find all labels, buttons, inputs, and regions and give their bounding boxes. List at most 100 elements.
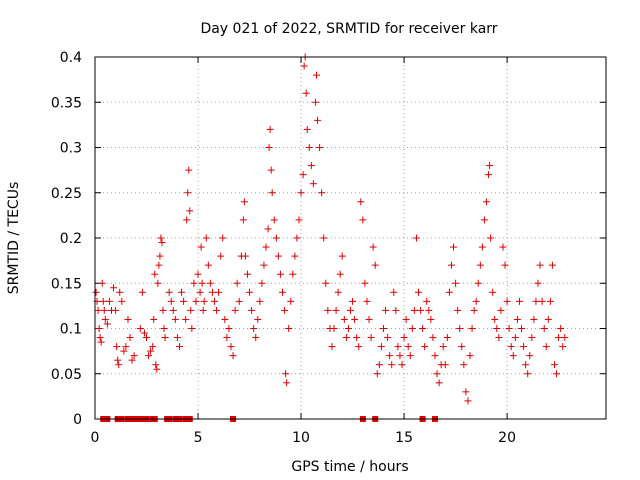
data-point xyxy=(297,189,305,197)
data-point xyxy=(390,288,398,296)
data-point xyxy=(472,297,480,305)
data-point xyxy=(414,288,422,296)
data-point xyxy=(281,306,289,314)
data-point xyxy=(470,306,478,314)
data-point xyxy=(431,352,439,360)
data-point xyxy=(458,343,466,351)
data-point xyxy=(305,144,313,151)
data-point xyxy=(92,288,100,296)
data-point xyxy=(412,234,420,242)
y-tick-label: 0.15 xyxy=(51,276,82,292)
data-point xyxy=(384,334,392,342)
y-tick-label: 0.3 xyxy=(60,141,82,157)
data-point xyxy=(241,252,249,260)
data-point xyxy=(156,252,164,260)
data-point xyxy=(491,315,499,323)
data-point xyxy=(231,306,239,314)
data-point xyxy=(324,306,332,314)
data-point xyxy=(291,252,299,260)
data-point xyxy=(367,334,375,342)
data-point xyxy=(546,297,554,305)
data-point xyxy=(279,288,287,296)
data-point xyxy=(377,343,385,351)
data-point xyxy=(439,343,447,351)
data-point xyxy=(561,334,569,342)
data-point xyxy=(130,352,138,360)
data-point xyxy=(160,325,168,332)
data-point xyxy=(518,325,526,332)
data-point xyxy=(330,325,338,332)
plot-frame xyxy=(94,56,607,420)
data-point xyxy=(223,334,231,342)
data-point xyxy=(229,352,237,360)
data-point xyxy=(180,297,188,305)
data-point xyxy=(357,198,365,206)
data-point xyxy=(382,306,390,314)
data-point xyxy=(126,334,134,342)
data-point xyxy=(487,234,495,242)
data-point xyxy=(149,343,157,351)
data-point xyxy=(157,234,165,242)
data-point xyxy=(215,288,223,296)
data-point xyxy=(468,325,476,332)
data-point xyxy=(97,338,105,346)
data-point xyxy=(355,343,363,351)
data-point xyxy=(147,347,155,355)
data-point xyxy=(240,198,248,206)
data-point xyxy=(282,370,290,378)
data-point xyxy=(171,315,179,323)
data-point xyxy=(363,297,371,305)
data-point xyxy=(198,279,206,287)
data-point xyxy=(497,306,505,314)
data-point xyxy=(202,234,210,242)
y-tick-label: 0.25 xyxy=(51,186,82,202)
data-point xyxy=(338,252,346,260)
data-point xyxy=(99,297,107,305)
data-point xyxy=(100,306,108,314)
data-point xyxy=(466,352,474,360)
data-point xyxy=(113,343,121,351)
data-point xyxy=(520,343,528,351)
data-point xyxy=(196,288,204,296)
data-point xyxy=(548,261,556,269)
data-point xyxy=(460,361,468,369)
data-point xyxy=(464,397,472,405)
data-point xyxy=(254,315,262,323)
data-point xyxy=(476,261,484,269)
data-point xyxy=(159,306,167,314)
y-tick-label: 0.05 xyxy=(51,367,82,383)
data-point xyxy=(169,306,177,314)
data-point xyxy=(347,306,354,314)
data-point xyxy=(225,325,233,332)
data-point xyxy=(204,261,212,269)
data-point xyxy=(515,297,523,305)
data-point xyxy=(489,288,497,296)
data-point xyxy=(213,306,221,314)
data-point xyxy=(243,270,251,278)
data-point xyxy=(503,297,511,305)
data-point xyxy=(313,71,321,79)
data-point xyxy=(128,356,136,364)
data-point xyxy=(342,334,350,342)
data-point xyxy=(211,297,219,305)
data-point xyxy=(478,243,486,251)
data-point xyxy=(344,325,352,332)
data-point xyxy=(526,352,534,360)
data-point xyxy=(351,315,359,323)
data-point xyxy=(320,234,328,242)
data-point xyxy=(369,243,377,251)
data-point xyxy=(250,325,258,332)
data-point xyxy=(302,89,310,97)
data-point xyxy=(371,261,379,269)
data-point xyxy=(454,306,462,314)
data-point xyxy=(394,343,402,351)
data-point xyxy=(538,297,546,305)
data-point xyxy=(402,315,410,323)
data-point xyxy=(268,189,276,197)
data-point xyxy=(557,325,565,332)
data-point xyxy=(260,261,268,269)
data-point xyxy=(493,325,501,332)
data-point xyxy=(270,216,278,224)
data-point xyxy=(289,270,297,278)
data-point xyxy=(400,334,408,342)
